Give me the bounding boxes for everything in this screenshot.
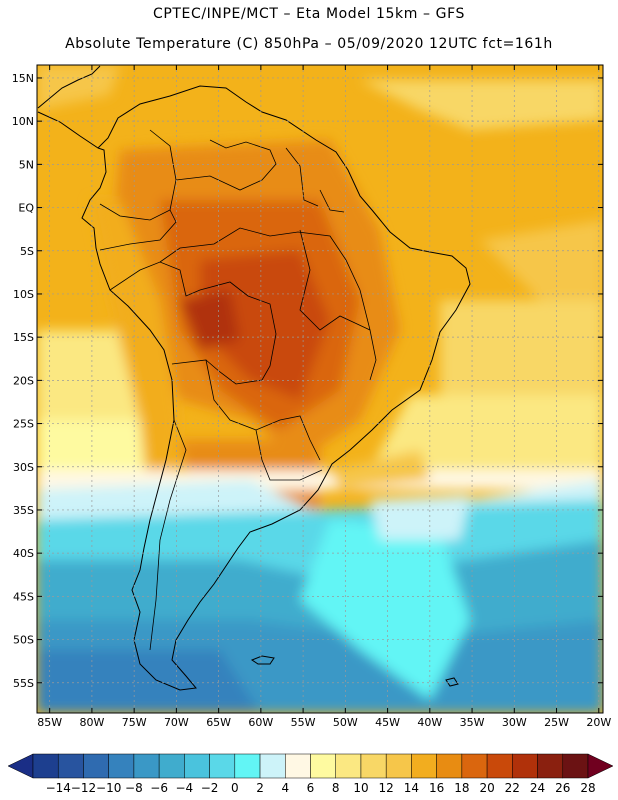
colorbar-swatch — [360, 753, 387, 779]
colorbar-swatch — [411, 753, 437, 779]
map-frame — [36, 64, 604, 714]
lat-tick-label: 30S — [13, 461, 34, 474]
lon-tick-label: 30W — [502, 716, 527, 729]
lon-tick-label: 20W — [586, 716, 611, 729]
colorbar-right-arrow — [587, 753, 614, 779]
lon-tick-label: 55W — [291, 716, 316, 729]
colorbar-swatch — [436, 753, 463, 779]
south-georgia — [445, 677, 459, 687]
colorbar-swatch — [512, 753, 538, 779]
colorbar-label: 28 — [580, 781, 595, 795]
central-america-coastline — [37, 65, 101, 109]
lon-tick-label: 50W — [333, 716, 358, 729]
colorbar-swatch — [32, 753, 59, 779]
colorbar-label: 10 — [353, 781, 368, 795]
lat-tick-label: EQ — [18, 202, 34, 215]
latitude-axis: 15N 10N 5N EQ 5S 10S 15S 20S 25S 30S 35S 40S 45S 50S 5… — [12, 72, 603, 690]
colorbar: −14 −12 −10 −8 −6 −4 −2 0 2 4 6 8 10 12 14 16 18 20 22 24 26… — [7, 753, 614, 795]
south-america-coastline — [37, 85, 471, 691]
colorbar-swatch — [259, 753, 286, 779]
lat-tick-label: 55S — [13, 677, 34, 690]
colorbar-label: 6 — [307, 781, 315, 795]
lon-tick-label: 60W — [248, 716, 273, 729]
lat-tick-label: 15S — [13, 331, 34, 344]
lon-tick-label: 25W — [544, 716, 569, 729]
lon-tick-label: 35W — [460, 716, 485, 729]
colorbar-swatch — [562, 753, 589, 779]
lon-tick-label: 70W — [164, 716, 189, 729]
lon-tick-label: 65W — [206, 716, 231, 729]
lon-tick-label: 45W — [375, 716, 400, 729]
lat-tick-label: 45S — [13, 590, 34, 603]
lat-tick-label: 15N — [12, 72, 34, 85]
colorbar-label: −12 — [71, 781, 96, 795]
lat-tick-label: 40S — [13, 547, 34, 560]
lat-tick-label: 35S — [13, 504, 34, 517]
colorbar-swatch — [57, 753, 84, 779]
colorbar-label: −2 — [201, 781, 219, 795]
colorbar-label: −14 — [46, 781, 71, 795]
colorbar-left-arrow — [7, 753, 34, 779]
colorbar-swatch — [158, 753, 185, 779]
temperature-map: 15N 10N 5N EQ 5S 10S 15S 20S 25S 30S 35S 40S 45S 50S 5… — [12, 64, 611, 729]
lon-tick-label: 85W — [37, 716, 62, 729]
colorbar-label: 26 — [555, 781, 570, 795]
colorbar-label: 4 — [281, 781, 289, 795]
colorbar-swatch — [83, 753, 109, 779]
lat-tick-label: 10N — [12, 115, 34, 128]
longitude-axis: 85W 80W 75W 70W 65W 60W 55W 50W 45W 40W 35W 30W 25W 2… — [37, 65, 611, 729]
lat-tick-label: 20S — [13, 374, 34, 387]
lon-tick-label: 75W — [122, 716, 147, 729]
graticule — [37, 65, 603, 713]
lon-tick-label: 80W — [79, 716, 104, 729]
colorbar-label: 22 — [505, 781, 520, 795]
colorbar-label: −10 — [96, 781, 121, 795]
colorbar-swatch — [537, 753, 564, 779]
colorbar-label: 24 — [530, 781, 545, 795]
map-title-line1: CPTEC/INPE/MCT – Eta Model 15km – GFS — [152, 6, 466, 22]
colorbar-swatch — [209, 753, 236, 779]
lat-tick-label: 10S — [13, 288, 34, 301]
temperature-field — [37, 65, 603, 713]
colorbar-swatch — [461, 753, 488, 779]
colorbar-label: 8 — [332, 781, 340, 795]
lat-tick-label: 5S — [20, 245, 34, 258]
falkland-islands — [250, 655, 275, 665]
lat-tick-label: 50S — [13, 634, 34, 647]
colorbar-swatch — [234, 753, 261, 779]
colorbar-swatch — [133, 753, 160, 779]
colorbar-swatch — [108, 753, 135, 779]
colorbar-label: 2 — [256, 781, 264, 795]
colorbar-label: −4 — [176, 781, 194, 795]
colorbar-label: 18 — [454, 781, 469, 795]
lat-tick-label: 25S — [13, 418, 34, 431]
colorbar-label: 20 — [479, 781, 494, 795]
map-title-line2: Absolute Temperature (C) 850hPa – 05/09/… — [65, 36, 553, 52]
colorbar-label: 14 — [404, 781, 419, 795]
lat-tick-label: 5N — [19, 158, 34, 171]
colorbar-swatch — [335, 753, 362, 779]
coastlines — [37, 65, 471, 691]
lon-tick-label: 40W — [417, 716, 442, 729]
country-borders — [99, 129, 377, 651]
colorbar-label: −6 — [150, 781, 168, 795]
colorbar-swatch — [310, 753, 336, 779]
colorbar-swatch — [285, 753, 311, 779]
colorbar-label: 16 — [429, 781, 444, 795]
colorbar-swatch — [486, 753, 513, 779]
colorbar-label: 0 — [231, 781, 239, 795]
colorbar-swatch — [184, 753, 210, 779]
colorbar-label: 12 — [379, 781, 394, 795]
colorbar-label: −8 — [125, 781, 143, 795]
colorbar-swatch — [385, 753, 412, 779]
